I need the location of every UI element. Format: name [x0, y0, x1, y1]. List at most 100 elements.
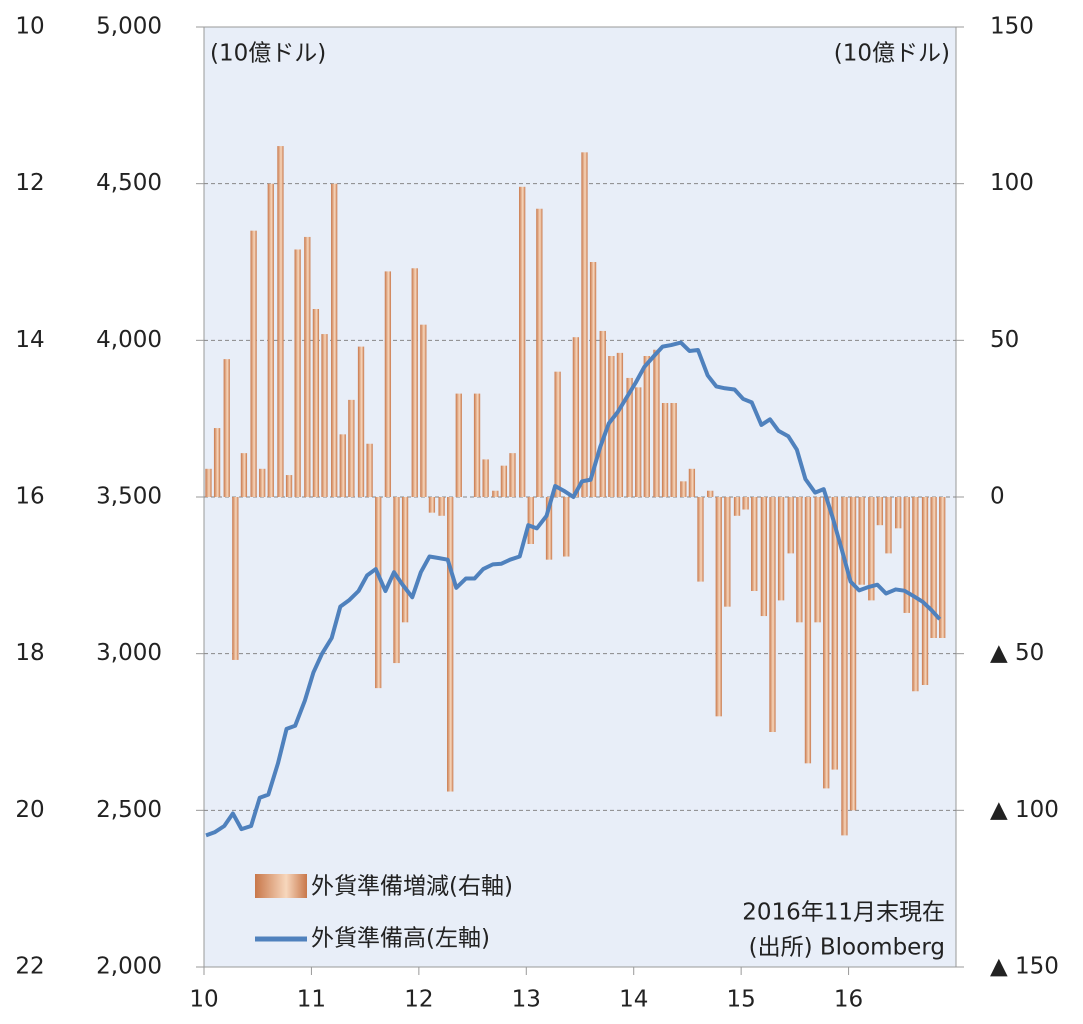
bar [554, 371, 561, 497]
bar [447, 497, 454, 792]
y2-tick-label: 0 [990, 484, 1005, 510]
bar [643, 356, 650, 497]
bar [428, 497, 436, 513]
bar [849, 497, 857, 811]
y3-tick-label: 16 [15, 484, 44, 510]
bar [563, 497, 570, 557]
y2-tick-label: ▲ 100 [990, 797, 1059, 823]
bar [312, 309, 320, 497]
bar [661, 403, 669, 497]
bar [304, 236, 311, 497]
bar [213, 428, 221, 497]
y-tick-label: 2,000 [96, 954, 162, 980]
bar [876, 497, 884, 526]
bar [331, 183, 338, 497]
legend-label: 外貨準備増減(右軸) [311, 874, 513, 900]
bar [751, 497, 758, 591]
y-tick-label: 2,500 [96, 797, 162, 823]
bar [411, 268, 418, 497]
y3-tick-label: 22 [15, 954, 44, 980]
bar [375, 497, 382, 689]
x-tick-label: 15 [727, 987, 756, 1013]
bar [473, 393, 481, 497]
bar [572, 337, 580, 497]
bar [581, 152, 588, 498]
x-tick-label: 10 [189, 987, 218, 1013]
bar [804, 497, 812, 764]
bar [697, 497, 704, 582]
y-tick-label: 5,000 [96, 14, 162, 40]
bar [232, 497, 239, 660]
bar [635, 387, 642, 497]
bar [482, 459, 489, 497]
bar [814, 497, 821, 623]
source: (出所) Bloomberg [749, 935, 945, 961]
y3-tick-label: 12 [15, 170, 44, 196]
bar [912, 497, 919, 692]
bar [796, 497, 803, 623]
bar [903, 497, 910, 613]
bar [393, 497, 400, 664]
bar [455, 393, 462, 497]
bar [616, 352, 624, 497]
bar [930, 497, 937, 638]
x-tick-label: 12 [404, 987, 433, 1013]
bar [858, 497, 865, 585]
bar [599, 330, 606, 497]
bar [688, 468, 696, 497]
bar [939, 497, 946, 638]
y2-tick-label: ▲ 50 [990, 640, 1044, 666]
bar [626, 377, 633, 497]
unit-right: (10億ドル) [834, 41, 950, 67]
y-tick-label: 3,000 [96, 640, 162, 666]
bar [608, 356, 615, 497]
bar [357, 346, 365, 497]
bar [438, 497, 445, 516]
x-tick-label: 11 [297, 987, 326, 1013]
bar [294, 249, 301, 497]
bar [536, 208, 543, 497]
y-tick-label: 4,000 [96, 327, 162, 353]
y2-tick-label: ▲ 150 [990, 954, 1059, 980]
bar [267, 183, 274, 497]
bar [223, 359, 230, 497]
note: 2016年11月末現在 [742, 900, 945, 926]
bar [545, 497, 553, 560]
y-tick-label: 4,500 [96, 170, 162, 196]
y2-tick-label: 100 [990, 170, 1034, 196]
bar [841, 497, 848, 836]
bar [277, 146, 284, 498]
bar [733, 497, 741, 516]
bar [509, 453, 516, 497]
bar [921, 497, 929, 685]
bar [519, 186, 526, 498]
bar [760, 497, 768, 617]
x-tick-label: 16 [834, 987, 863, 1013]
bar [259, 468, 266, 497]
bar [492, 490, 499, 497]
bar [680, 481, 687, 497]
legend-bar-swatch [255, 874, 307, 898]
y3-tick-label: 10 [15, 14, 44, 40]
bar [742, 497, 749, 510]
bar [205, 468, 212, 497]
bar [348, 399, 355, 497]
bar [707, 490, 714, 497]
bar [868, 497, 875, 601]
bar [724, 497, 731, 607]
bar [500, 465, 508, 497]
bar [321, 334, 328, 497]
bar [769, 497, 776, 732]
y3-tick-label: 20 [15, 797, 44, 823]
x-tick-label: 14 [619, 987, 648, 1013]
bar [823, 497, 830, 789]
bar [895, 497, 902, 529]
bar [589, 262, 597, 497]
y3-tick-label: 18 [15, 640, 44, 666]
bar [250, 230, 257, 497]
y2-tick-label: 150 [990, 14, 1034, 40]
bar [420, 324, 427, 497]
bar [670, 403, 677, 497]
x-tick-label: 13 [512, 987, 541, 1013]
